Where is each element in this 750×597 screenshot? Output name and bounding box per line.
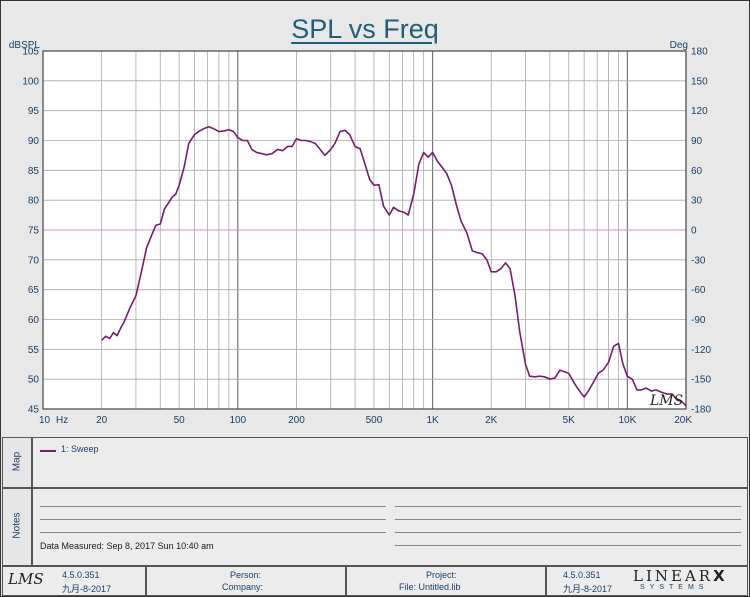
y-tick-label: 80 — [28, 196, 40, 207]
linearx-logo-text: LINEARX — [633, 567, 728, 585]
x-unit-label: Hz — [56, 415, 68, 426]
y2-tick-label: 30 — [691, 196, 703, 207]
linearx-logo-x: X — [713, 567, 728, 585]
y-tick-label: 105 — [22, 47, 39, 58]
spl-chart: 4550556065707580859095100105-180-150-120… — [9, 40, 712, 426]
lms-logo-left: LMS — [8, 570, 44, 588]
y-tick-label: 55 — [28, 345, 40, 356]
y-tick-label: 75 — [28, 226, 40, 237]
y2-tick-label: 60 — [691, 166, 703, 177]
y2-tick-label: 0 — [691, 226, 697, 237]
version-right: 4.5.0.351 — [563, 570, 601, 580]
y2-tick-label: -150 — [691, 375, 711, 386]
x-tick-label: 200 — [288, 415, 305, 426]
x-tick-label: 50 — [174, 415, 186, 426]
y2-tick-label: -90 — [691, 315, 706, 326]
legend-swatch-sweep — [40, 450, 56, 452]
legend-label-sweep: 1: Sweep — [61, 444, 99, 454]
y-tick-label: 45 — [28, 405, 40, 416]
y-tick-label: 95 — [28, 106, 40, 117]
y-tick-label: 90 — [28, 136, 40, 147]
footer-left-cell — [2, 566, 146, 596]
x-tick-label: 1K — [426, 415, 439, 426]
y2-tick-label: 120 — [691, 106, 708, 117]
y-tick-label: 65 — [28, 285, 40, 296]
footer-person-cell — [146, 566, 346, 596]
date-right: 九月-8-2017 — [563, 584, 613, 594]
x-tick-label: 500 — [366, 415, 383, 426]
x-tick-label: 100 — [229, 415, 246, 426]
x-tick-label: 5K — [563, 415, 576, 426]
y-tick-label: 50 — [28, 375, 40, 386]
footer-project-cell — [346, 566, 546, 596]
footer-right-cell — [546, 566, 748, 596]
y2-tick-label: -120 — [691, 345, 711, 356]
x-tick-label: 20K — [674, 415, 692, 426]
company-label: Company: — [222, 582, 264, 592]
y2-tick-label: 150 — [691, 76, 708, 87]
series-line-sweep — [101, 125, 687, 407]
y2-axis-label: Deg — [670, 40, 688, 51]
y-tick-label: 85 — [28, 166, 40, 177]
systems-logo-text: SYSTEMS — [640, 584, 709, 591]
project-label: Project: — [426, 570, 457, 580]
note-line — [395, 519, 741, 520]
x-tick-label: 2K — [485, 415, 498, 426]
plot-border — [42, 50, 687, 410]
x-tick-label: 10K — [618, 415, 636, 426]
note-line — [40, 532, 386, 533]
date-left: 九月-8-2017 — [62, 584, 112, 594]
person-label: Person: — [230, 570, 262, 580]
map-tab[interactable]: Map — [2, 437, 32, 488]
lms-watermark-logo: LMS — [649, 393, 683, 409]
y2-tick-label: -180 — [691, 405, 711, 416]
x-tick-label: 10 — [39, 415, 51, 426]
y2-tick-label: 180 — [691, 47, 708, 58]
notes-tab-label: Notes — [11, 512, 23, 539]
map-panel — [32, 437, 748, 488]
version-left: 4.5.0.351 — [62, 570, 100, 580]
data-measured-text: Data Measured: Sep 8, 2017 Sun 10:40 am — [40, 541, 214, 551]
y2-tick-label: -60 — [691, 285, 706, 296]
y-tick-label: 100 — [22, 76, 39, 87]
chart-title: SPL vs Freq — [291, 14, 439, 44]
note-line — [395, 545, 741, 546]
notes-tab[interactable]: Notes — [2, 488, 32, 566]
notes-panel[interactable] — [32, 488, 748, 566]
linearx-logo-word: LINEAR — [633, 567, 714, 585]
file-label: File: Untitled.lib — [399, 582, 461, 592]
x-tick-label: 20 — [96, 415, 108, 426]
note-line — [395, 532, 741, 533]
y-tick-label: 60 — [28, 315, 40, 326]
y2-tick-label: 90 — [691, 136, 703, 147]
y-tick-label: 70 — [28, 255, 40, 266]
y-axis-label: dBSPL — [9, 40, 41, 51]
note-line — [40, 506, 386, 507]
note-line — [395, 506, 741, 507]
y2-tick-label: -30 — [691, 255, 706, 266]
map-tab-label: Map — [11, 451, 23, 472]
note-line — [40, 519, 386, 520]
